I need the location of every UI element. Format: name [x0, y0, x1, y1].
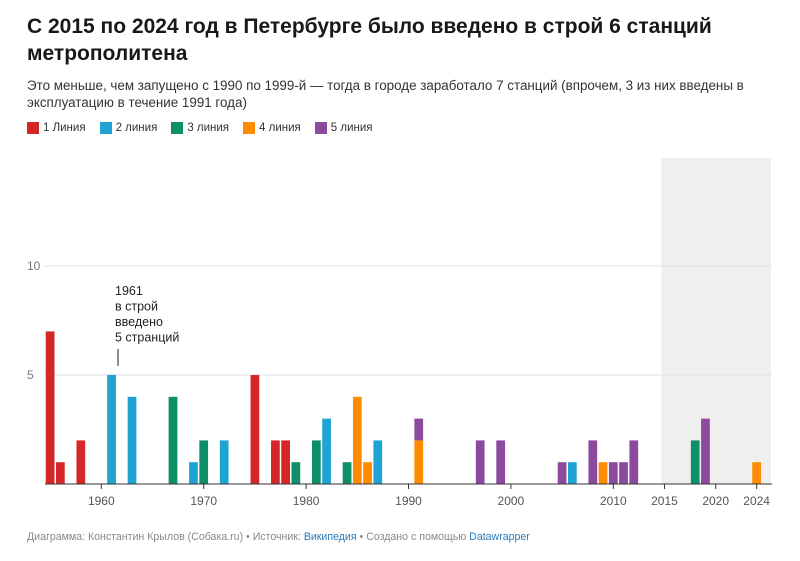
bar-1999 — [496, 440, 506, 484]
legend-swatch — [243, 122, 256, 134]
bar-1991 — [414, 440, 424, 484]
legend-item: 4 линия — [243, 122, 301, 134]
bar-2018 — [690, 440, 700, 484]
footer-source-link[interactable]: Википедия — [303, 531, 357, 543]
x-tick-label: 2010 — [600, 494, 627, 508]
bar-1969 — [189, 462, 198, 484]
x-tick-label: 1960 — [88, 494, 115, 508]
bar-1970 — [199, 440, 209, 484]
annotation-text: 1961 — [115, 284, 143, 298]
y-tick-label: 10 — [27, 259, 41, 273]
bar-1997 — [475, 440, 485, 484]
highlight-region — [661, 158, 771, 484]
x-tick-label: 1980 — [293, 494, 320, 508]
bar-1991 — [414, 418, 424, 441]
bar-2006 — [567, 462, 577, 484]
legend-label: 3 линия — [187, 122, 230, 134]
bar-2012 — [629, 440, 639, 484]
bar-1956 — [55, 462, 65, 484]
bar-1978 — [281, 440, 290, 484]
y-tick-label: 5 — [27, 368, 34, 382]
bar-2024 — [752, 462, 762, 484]
bar-1961 — [107, 375, 116, 484]
bar-1985 — [352, 396, 362, 484]
footer-credit: Диаграмма: Константин Крылов (Собака.ru)… — [27, 531, 304, 543]
legend-label: 2 линия — [115, 122, 158, 134]
bar-1958 — [76, 440, 86, 484]
bar-1982 — [322, 418, 331, 484]
x-tick-label: 2000 — [498, 494, 525, 508]
legend-label: 5 линия — [330, 122, 373, 134]
bar-1984 — [342, 462, 352, 484]
bar-1955 — [45, 331, 55, 484]
legend-item: 3 линия — [171, 122, 229, 134]
chart-title: С 2015 по 2024 год в Петербурге было вве… — [27, 15, 712, 65]
legend-item: 1 Линия — [27, 122, 86, 134]
annotation-text: в строй — [115, 300, 158, 314]
x-tick-label: 2020 — [702, 494, 729, 508]
bar-2008 — [588, 440, 598, 484]
bar-1977 — [271, 440, 280, 484]
bar-2010 — [608, 462, 618, 484]
bar-1987 — [373, 440, 383, 484]
bar-2009 — [598, 462, 608, 484]
legend-item: 5 линия — [314, 122, 373, 134]
annotation-text: введено — [115, 315, 163, 329]
footer-middle: • Создано с помощью — [356, 531, 470, 543]
bar-1963 — [127, 396, 137, 484]
legend-label: 1 Линия — [43, 122, 86, 134]
annotation-text: 5 странций — [115, 331, 179, 345]
legend-swatch — [171, 122, 184, 134]
bar-1986 — [363, 462, 372, 484]
footer-tool-link[interactable]: Datawrapper — [469, 531, 530, 543]
x-tick-label: 1990 — [395, 494, 422, 508]
legend-item: 2 линия — [99, 122, 158, 134]
bar-1975 — [250, 375, 260, 484]
bar-2019 — [701, 418, 710, 484]
chart-subtitle: Это меньше, чем запущено с 1990 по 1999-… — [27, 78, 744, 110]
legend: 1 Линия 2 линия 3 линия 4 линия 5 линия — [27, 122, 373, 134]
bar-1972 — [219, 440, 229, 484]
bar-1979 — [291, 462, 301, 484]
x-tick-label: 2015 — [651, 494, 678, 508]
legend-swatch — [27, 122, 39, 134]
x-tick-label: 2024 — [743, 494, 770, 508]
legend-label: 4 линия — [259, 122, 301, 134]
bar-1967 — [168, 396, 178, 484]
bar-2011 — [619, 462, 628, 484]
bar-2005 — [557, 462, 567, 484]
x-tick-label: 1970 — [190, 494, 217, 508]
legend-swatch — [99, 122, 112, 134]
chart-footer: Диаграмма: Константин Крылов (Собака.ru)… — [27, 531, 530, 543]
bar-chart: 5 10 1960 1970 1980 1990 2000 2010 2015 2020 2024… — [27, 158, 772, 508]
bar-1981 — [311, 440, 321, 484]
legend-swatch — [314, 122, 327, 134]
